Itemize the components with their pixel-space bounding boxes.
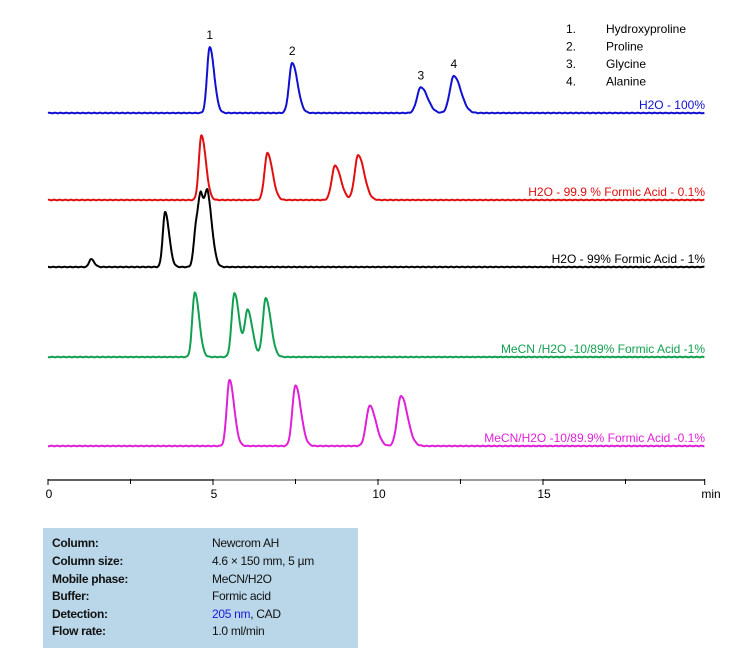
peak-label: 1	[206, 28, 213, 42]
condition-value: Newcrom AH	[212, 536, 280, 550]
peak-label: 3	[418, 68, 425, 82]
trace-label: H2O - 99% Formic Acid - 1%	[552, 252, 706, 266]
condition-value: Formic acid	[212, 589, 271, 603]
condition-label: Detection:	[52, 607, 108, 621]
condition-label: Column:	[52, 536, 99, 550]
condition-value: 4.6 × 150 mm, 5 µm	[212, 554, 314, 568]
trace-label: H2O - 99.9 % Formic Acid - 0.1%	[528, 185, 705, 199]
legend-compound: Alanine	[606, 75, 646, 89]
condition-value: MeCN/H2O	[212, 572, 272, 586]
trace-2	[47, 134, 705, 202]
condition-value: 1.0 ml/min	[212, 624, 265, 638]
trace-3	[48, 187, 705, 269]
trace-label: MeCN /H2O -10/89% Formic Acid -1%	[501, 342, 705, 356]
trace-label: H2O - 100%	[639, 98, 705, 112]
x-axis-label: min	[701, 487, 720, 501]
legend-compound: Hydroxyproline	[606, 22, 686, 36]
condition-label: Flow rate:	[52, 624, 106, 638]
condition-label: Column size:	[52, 554, 124, 568]
x-tick-label: 5	[211, 487, 218, 501]
trace-4	[47, 291, 705, 359]
x-tick-label: 10	[372, 487, 386, 501]
legend-number: 3.	[566, 57, 576, 71]
x-tick-label: 0	[46, 487, 53, 501]
trace-5	[48, 379, 705, 448]
legend-compound: Proline	[606, 40, 644, 54]
peak-label: 2	[289, 44, 296, 58]
peak-label: 4	[451, 57, 458, 71]
chromatogram-chart: H2O - 100% 1 2 3 4 H2O - 99.9 % Formic Acid -…	[46, 22, 721, 501]
trace-label: MeCN/H2O -10/89.9% Formic Acid -0.1%	[484, 431, 705, 445]
legend-number: 4.	[566, 75, 576, 89]
detection-method: , CAD	[250, 607, 281, 621]
legend-number: 1.	[566, 22, 576, 36]
legend-number: 2.	[566, 40, 576, 54]
detection-wavelength: 205 nm	[212, 607, 251, 621]
x-tick-label: 15	[537, 487, 551, 501]
legend-compound: Glycine	[606, 57, 646, 71]
condition-label: Mobile phase:	[52, 572, 129, 586]
condition-label: Buffer:	[52, 589, 90, 603]
condition-value: 205 nm, CAD	[212, 607, 281, 621]
conditions-box: Column: Newcrom AH Column size: 4.6 × 150 …	[43, 528, 358, 648]
trace-1	[47, 45, 705, 115]
